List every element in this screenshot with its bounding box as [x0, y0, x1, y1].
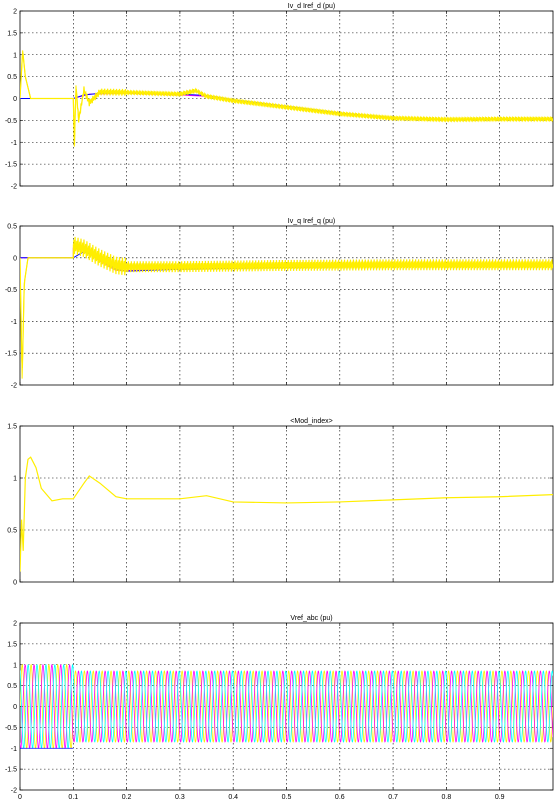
plot-area: [20, 456, 553, 572]
y-tick-label: -1: [11, 319, 17, 326]
y-tick-label: 1.5: [7, 424, 17, 431]
y-tick-label: 1: [13, 662, 17, 669]
plot-frame: [19, 425, 554, 583]
plot-frame: [19, 225, 554, 386]
y-tick-label: 0: [13, 704, 17, 711]
subplot-3: <Mod_index> 0 0.5 1 1.5: [7, 418, 554, 587]
y-tick-label: 0.5: [7, 528, 17, 535]
y-tick-label: 0: [13, 96, 17, 103]
x-tick-label: 0.1: [68, 794, 78, 801]
y-tick-label: -1.5: [5, 351, 17, 358]
y-tick-label: -0.5: [5, 287, 17, 294]
y-tick-label: -2: [11, 184, 17, 191]
x-tick-label: 0.6: [335, 794, 345, 801]
y-tick-label: 0: [13, 580, 17, 587]
phase-line: [20, 664, 553, 749]
y-tick-label: -1.5: [5, 767, 17, 774]
plot-area: [20, 236, 553, 379]
subplot-2: Iv_q Iref_q (pu) -2 -1.5 -1 -0.5 0 0.5: [5, 218, 554, 390]
y-tick-label: -0.5: [5, 118, 17, 125]
x-tick-label: 0.5: [282, 794, 292, 801]
series-line: [20, 53, 553, 146]
subplot-title: <Mod_index>: [290, 418, 332, 425]
phase-line: [20, 664, 553, 749]
subplot-1: Iv_d Iref_d (pu) -2 -1.5 -1 -0.5 0 0.5 1 1.5 2: [5, 3, 554, 191]
y-tick-label: 0: [13, 255, 17, 262]
x-tick-label: 0.2: [122, 794, 132, 801]
x-tick-label: 0.8: [442, 794, 452, 801]
y-tick-label: 0.5: [7, 683, 17, 690]
y-tick-label: -0.5: [5, 725, 17, 732]
x-tick-label: 0.9: [495, 794, 505, 801]
subplot-title: Vref_abc (pu): [290, 615, 332, 622]
y-tick-label: 0.5: [7, 74, 17, 81]
x-tick-label: 0.4: [228, 794, 238, 801]
y-tick-label: 2: [13, 621, 17, 628]
subplot-title: Iv_d Iref_d (pu): [288, 3, 335, 10]
x-tick-label: 0.3: [175, 794, 185, 801]
plot-area: [20, 50, 553, 147]
y-tick-label: 1: [13, 476, 17, 483]
phase-line: [20, 663, 553, 750]
y-tick-label: -1.5: [5, 162, 17, 169]
y-tick-label: -1: [11, 140, 17, 147]
y-tick-label: 1: [13, 52, 17, 59]
y-tick-label: -2: [11, 788, 17, 795]
x-tick-label: 0.7: [388, 794, 398, 801]
y-tick-label: -2: [11, 383, 17, 390]
y-tick-label: 1.5: [7, 30, 17, 37]
y-tick-label: -1: [11, 746, 17, 753]
y-tick-label: 1.5: [7, 641, 17, 648]
series-line: [20, 456, 553, 572]
x-tick-label: 0: [18, 794, 22, 801]
plot-area: [20, 663, 553, 750]
subplot-title: Iv_q Iref_q (pu): [288, 218, 335, 225]
y-tick-label: 0.5: [7, 224, 17, 231]
series-line: [20, 236, 553, 369]
y-tick-label: 2: [13, 9, 17, 16]
subplot-4: Vref_abc (pu) -2 -1.5 -1 -0.5 0 0.5 1 1.5 2 0 0.1 0.…: [5, 615, 554, 801]
